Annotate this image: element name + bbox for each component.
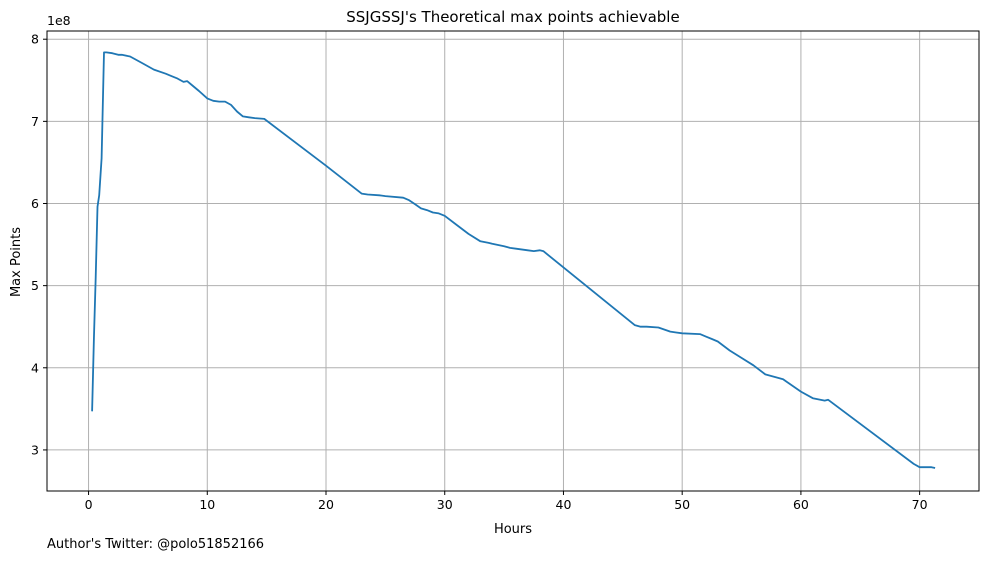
y-tick-label: 4 xyxy=(31,360,39,375)
x-tick-label: 10 xyxy=(199,497,215,512)
x-tick-label: 40 xyxy=(556,497,572,512)
series-line-0 xyxy=(91,51,936,469)
y-tick-label: 5 xyxy=(31,278,39,293)
x-axis-ticks: 0 10 20 30 40 50 60 70 xyxy=(85,491,928,512)
x-tick-label: 30 xyxy=(437,497,453,512)
x-tick-label: 50 xyxy=(674,497,690,512)
y-tick-label: 8 xyxy=(31,32,39,47)
x-tick-label: 70 xyxy=(912,497,928,512)
y-tick-label: 3 xyxy=(31,442,39,457)
y-tick-label: 7 xyxy=(31,114,39,129)
x-axis-label: Hours xyxy=(494,522,532,537)
x-tick-label: 0 xyxy=(85,497,93,512)
chart-title: SSJGSSJ's Theoretical max points achieva… xyxy=(346,8,679,26)
x-tick-label: 60 xyxy=(793,497,809,512)
y-axis-label: Max Points xyxy=(9,227,24,297)
series-layer xyxy=(91,51,936,469)
x-tick-label: 20 xyxy=(318,497,334,512)
y-axis-ticks: 3 4 5 6 7 8 xyxy=(31,32,47,457)
y-axis-offset-label: 1e8 xyxy=(47,13,71,28)
author-footnote: Author's Twitter: @polo51852166 xyxy=(47,537,265,552)
plot-frame xyxy=(46,30,980,492)
grid-lines xyxy=(47,31,979,491)
y-tick-label: 6 xyxy=(31,196,39,211)
